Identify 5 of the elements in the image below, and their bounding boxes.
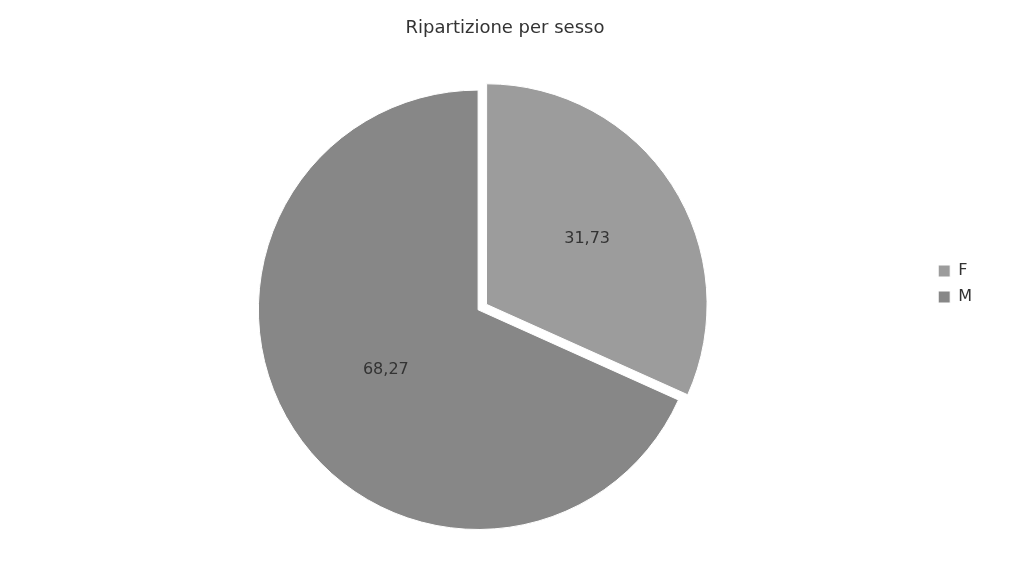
chart-title: Ripartizione per sesso: [405, 16, 605, 38]
data-label: 68,27: [362, 358, 409, 378]
legend-label: M: [958, 286, 973, 306]
legend-label: F: [958, 260, 968, 280]
data-label: 31,73: [564, 228, 611, 248]
